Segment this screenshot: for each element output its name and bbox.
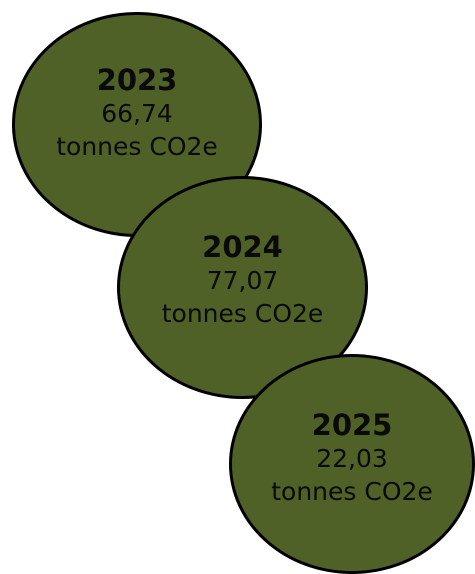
bubble-value: 66,74	[101, 98, 173, 128]
bubble-year: 2024	[202, 229, 283, 264]
emissions-bubble-2025: 2025 22,03 tonnes CO2e	[229, 354, 475, 574]
bubble-content: 2025 22,03 tonnes CO2e	[271, 408, 433, 508]
emissions-bubble-2023: 2023 66,74 tonnes CO2e	[12, 12, 262, 237]
bubble-content: 2024 77,07 tonnes CO2e	[162, 230, 324, 330]
bubble-unit: tonnes CO2e	[56, 131, 218, 161]
bubble-value: 22,03	[316, 444, 388, 473]
bubble-year: 2025	[311, 408, 393, 442]
bubble-year: 2023	[96, 62, 178, 97]
bubble-unit: tonnes CO2e	[271, 477, 433, 506]
bubble-value: 77,07	[206, 265, 279, 295]
bubble-unit: tonnes CO2e	[161, 298, 324, 328]
bubble-content: 2023 66,74 tonnes CO2e	[56, 63, 218, 163]
